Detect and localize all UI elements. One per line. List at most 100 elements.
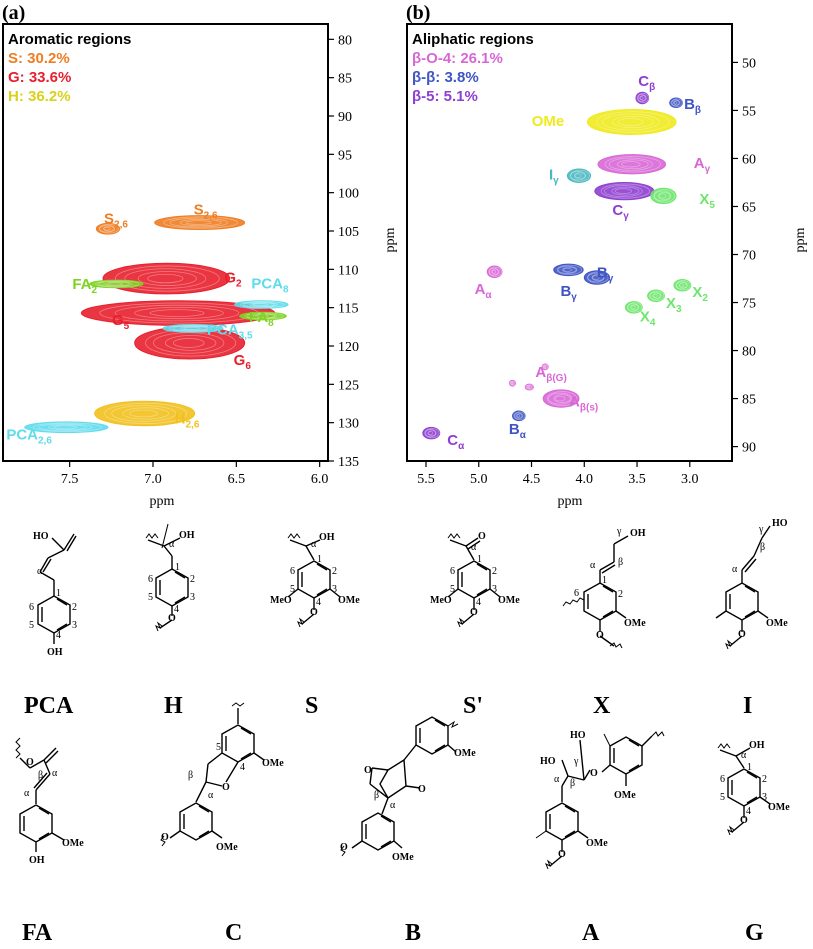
b-ome-top-label: OMe xyxy=(454,748,476,759)
legend-b-o-4: β-O-4: 26.1% xyxy=(412,50,503,67)
svg-text:3: 3 xyxy=(762,792,767,803)
svg-text:β: β xyxy=(374,790,379,801)
contour-c-5 xyxy=(594,181,655,201)
structure-label-g: G xyxy=(745,920,764,946)
structure-label-x: X xyxy=(593,693,611,719)
y-tick-label-70: 70 xyxy=(742,249,756,264)
structure-b: OMe O O βα O OMe xyxy=(340,716,476,863)
y-tick-label-115: 115 xyxy=(338,302,358,317)
svg-text:2: 2 xyxy=(332,566,337,577)
structures-area: HO α 123 456 OH OH α 123 456 O xyxy=(15,518,790,870)
panel-a-x-label: ppm xyxy=(150,494,175,509)
g-ome-label: OMe xyxy=(768,802,790,813)
x-oh-label: OH xyxy=(630,528,646,539)
panel-b-y-label-left: ppm xyxy=(400,227,401,252)
panel-b-contours xyxy=(422,91,692,440)
svg-text:4: 4 xyxy=(476,597,481,608)
y-tick-label-110: 110 xyxy=(338,263,358,278)
svg-text:6: 6 xyxy=(290,566,295,577)
x-tick-label-6-0: 6.0 xyxy=(311,472,329,487)
contour-x-2-10 xyxy=(673,278,692,292)
contour-a-x-14 xyxy=(508,379,517,387)
x-tick-label-4-0: 4.0 xyxy=(576,472,594,487)
svg-text:4: 4 xyxy=(746,806,751,817)
y-tick-label-90: 90 xyxy=(742,441,756,456)
structure-a: HO γβα HO O OMe OMe O xyxy=(535,730,665,870)
svg-text:3: 3 xyxy=(190,592,195,603)
svg-text:β: β xyxy=(38,770,43,781)
svg-text:β: β xyxy=(570,778,575,789)
structure-label-i: I xyxy=(743,693,753,719)
pca-oh-label: OH xyxy=(47,647,63,658)
x-o-label: O xyxy=(596,630,604,641)
legend-g: G: 33.6% xyxy=(8,69,71,86)
contour-x-5-6 xyxy=(650,187,677,205)
svg-text:2: 2 xyxy=(618,589,623,600)
fa-oh-label: OH xyxy=(29,855,45,866)
contour-x-4-12 xyxy=(624,301,643,314)
panel-b-x-label: ppm xyxy=(558,494,583,509)
legend-s: S: 30.2% xyxy=(8,50,70,67)
panel-a-chart: (a) 80 85 90 95 100 105 110 115 120 125 130 135 7.5… xyxy=(2,2,398,509)
contour-s-2-6-0 xyxy=(95,222,121,235)
peak-label-a-g-15: Aβ(G) xyxy=(535,364,566,384)
svg-text:γ: γ xyxy=(616,526,622,537)
panel-b-title: Aliphatic regions xyxy=(412,31,534,48)
svg-text:2: 2 xyxy=(762,774,767,785)
x-tick-label-7-0: 7.0 xyxy=(144,472,162,487)
panel-a-y-axis: 80 85 90 95 100 105 110 115 120 125 130 135 xyxy=(328,33,359,470)
contour-fa-2-5 xyxy=(89,279,144,289)
b-o-right-label: O xyxy=(418,784,426,795)
structure-label-s: S xyxy=(305,693,319,719)
y-tick-label-85: 85 xyxy=(338,72,352,87)
panel-a-peak-labels: S2,6 S2,6 G2 G5 G6 FA2 FA8 PCA8 PCA3,5 PCA2,6 H2,6 xyxy=(6,202,289,447)
peak-label-b-9: Bγ xyxy=(597,265,614,285)
contour-c-0 xyxy=(635,91,650,105)
contour-a-x-13 xyxy=(541,363,550,371)
peak-label-c-5: Cγ xyxy=(612,202,629,222)
peak-label-h-2-6-10: H2,6 xyxy=(175,410,200,430)
structure-label-s-prime: S' xyxy=(463,693,484,719)
contour-c-18 xyxy=(422,426,441,440)
a-ome-top-label: OMe xyxy=(614,790,636,801)
contour-a-7 xyxy=(486,265,503,279)
svg-text:5: 5 xyxy=(148,592,153,603)
h-oh-label: OH xyxy=(179,530,195,541)
y-tick-label-135: 135 xyxy=(338,455,359,470)
panel-b-x-axis: 5.5 5.0 4.5 4.0 3.5 3.0 xyxy=(417,461,699,487)
contour-pca-8-7 xyxy=(234,300,289,309)
y-tick-label-65: 65 xyxy=(742,200,756,215)
a-ho-top-label: HO xyxy=(570,730,586,741)
svg-text:1: 1 xyxy=(56,588,61,599)
peak-label-b-1: Bβ xyxy=(684,96,701,116)
contour-a-3 xyxy=(597,154,667,175)
peak-label-a-3: Aγ xyxy=(694,155,711,175)
peak-label-fa-2-5: FA2 xyxy=(72,276,97,296)
y-tick-label-60: 60 xyxy=(742,152,756,167)
s-meo-label: MeO xyxy=(270,595,292,606)
svg-text:α: α xyxy=(732,564,738,575)
panel-a-frame xyxy=(2,23,329,462)
svg-text:1: 1 xyxy=(747,762,752,773)
peak-label-c-0: Cβ xyxy=(638,73,655,93)
peak-label-ome-2: OMe xyxy=(532,113,565,130)
structure-s-prime: O α 12 3 4 5 6 MeO OMe O xyxy=(430,531,520,628)
legend-h: H: 36.2% xyxy=(8,88,71,105)
a-ether-o-label: O xyxy=(590,768,598,779)
y-tick-label-80: 80 xyxy=(742,345,756,360)
peak-label-pca-8-7: PCA8 xyxy=(251,276,289,296)
x-tick-label-3-5: 3.5 xyxy=(628,472,646,487)
svg-text:α: α xyxy=(390,800,396,811)
s-prime-ome-label: OMe xyxy=(498,595,520,606)
panel-a-y-label: ppm xyxy=(383,227,398,252)
s-o-label: O xyxy=(310,607,318,618)
svg-text:α: α xyxy=(471,542,477,553)
contour-b-1 xyxy=(669,97,683,109)
y-tick-label-95: 95 xyxy=(338,148,352,163)
i-ho-label: HO xyxy=(772,518,788,529)
svg-text:α: α xyxy=(52,768,58,779)
panel-a-letter: (a) xyxy=(2,2,25,24)
svg-text:γ: γ xyxy=(573,756,579,767)
panel-b-peak-labels: Cβ Bβ OMe Aγ Iγ Cγ X5 Aα Bγ Bγ X2 X3 X4 Aβ(G)Aβ(s) Bα C… xyxy=(447,73,715,452)
contour-a-g-15 xyxy=(524,383,535,391)
